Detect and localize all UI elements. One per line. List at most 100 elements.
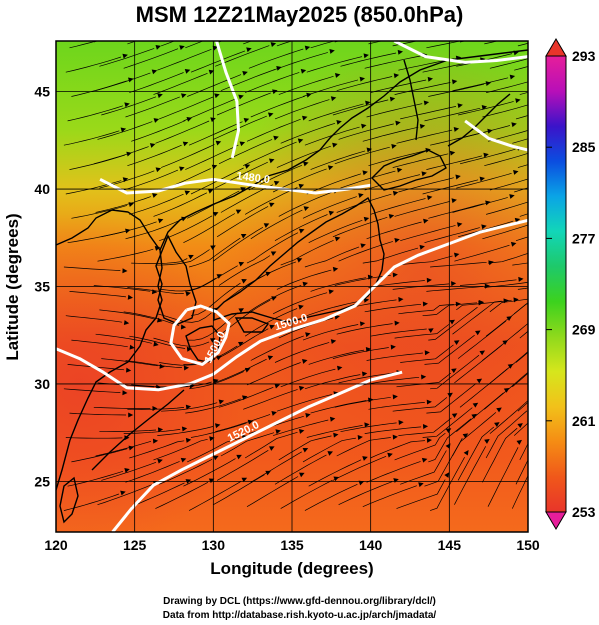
streamline [517, 164, 528, 168]
credit-drawing: Drawing by DCL (https://www.gfd-dennou.o… [163, 596, 436, 607]
streamline [364, 426, 422, 434]
streamline [482, 322, 528, 361]
streamline [482, 104, 528, 118]
streamline-arrow [214, 93, 220, 99]
streamline [276, 394, 332, 412]
streamline [161, 277, 216, 292]
streamline [190, 422, 247, 438]
streamline [338, 241, 394, 262]
streamline-arrow [302, 281, 308, 287]
streamline-arrow [267, 112, 274, 118]
streamline-arrow [150, 20, 156, 26]
streamline [398, 303, 454, 315]
streamline-arrow [426, 195, 433, 201]
streamline [332, 99, 389, 116]
streamline-arrow [515, 98, 521, 104]
streamline [362, 126, 419, 142]
streamline-arrow [363, 216, 370, 222]
streamline [489, 58, 528, 69]
streamline-arrow [129, 344, 135, 350]
streamline [482, 427, 518, 483]
streamline-arrow [421, 457, 428, 463]
streamline [332, 455, 387, 481]
streamline [336, 193, 392, 213]
streamline-arrow [510, 241, 517, 247]
streamline [485, 410, 528, 459]
streamline [310, 150, 366, 170]
streamline [302, 196, 357, 219]
streamline-arrow [455, 174, 461, 180]
streamline-arrow [183, 365, 189, 371]
streamline-arrow [298, 228, 305, 234]
streamline-arrow [392, 394, 398, 400]
streamline [185, 41, 204, 49]
streamline [484, 371, 528, 410]
streamline-arrow [299, 20, 305, 26]
streamline [93, 146, 149, 165]
y-axis-ticks: 25 30 35 40 45 [34, 84, 50, 490]
colorbar-ticks: 293 285 277 269 261 253 [546, 48, 596, 520]
streamline [213, 474, 265, 506]
streamline [244, 72, 300, 93]
streamline [487, 447, 519, 507]
streamline-arrow [394, 320, 400, 326]
streamline [131, 120, 186, 142]
streamline-arrow [451, 198, 457, 204]
streamline [482, 224, 528, 240]
streamline-arrow [125, 367, 132, 373]
y-axis-title: Latitude (degrees) [3, 213, 22, 360]
streamline-arrow [428, 328, 434, 334]
streamline-arrow [536, 386, 543, 393]
streamline [308, 349, 365, 365]
streamline-arrow [337, 365, 343, 371]
streamline [400, 225, 456, 242]
streamline [216, 92, 271, 116]
streamline [489, 298, 528, 313]
streamline [456, 299, 512, 311]
streamline-arrow [298, 183, 305, 189]
streamline [69, 291, 127, 298]
streamline [276, 269, 332, 290]
streamline [368, 150, 424, 167]
streamline-arrow [244, 164, 251, 169]
streamline [131, 258, 188, 264]
streamline-arrow [483, 152, 489, 158]
streamline-arrow [421, 374, 427, 380]
streamline [429, 457, 465, 511]
streamline-arrow [263, 223, 270, 228]
streamline-arrow [453, 126, 460, 132]
streamline-arrow [517, 25, 523, 31]
streamline-arrow [570, 293, 576, 299]
streamline [160, 41, 176, 47]
coastline-taiwan [59, 476, 79, 524]
streamline-arrow [123, 320, 130, 326]
streamline-arrow [183, 20, 189, 26]
streamline-arrow [451, 368, 457, 374]
streamline-arrow [418, 482, 424, 488]
streamline-arrow [270, 251, 277, 256]
streamline [370, 79, 427, 93]
streamline [97, 484, 152, 506]
streamline-arrow [305, 412, 311, 418]
streamline-arrow [157, 218, 164, 224]
streamline [336, 76, 393, 92]
streamline-arrow [185, 437, 192, 443]
colorbar-tick-label: 293 [572, 48, 596, 64]
streamline [332, 347, 389, 359]
streamline [336, 437, 391, 457]
streamline-arrow [509, 194, 515, 199]
streamline-arrow [445, 428, 452, 434]
streamline-arrow [516, 439, 522, 445]
streamline-arrow [444, 472, 450, 478]
streamline-arrow [463, 450, 469, 456]
streamline [489, 400, 528, 434]
coastline-kuril-islands [447, 93, 511, 147]
streamline [364, 55, 421, 69]
streamline-arrow [302, 358, 308, 364]
streamline [519, 442, 528, 461]
streamline-arrow [328, 210, 335, 216]
streamline [426, 383, 477, 414]
streamline [486, 81, 528, 93]
streamline-arrow [184, 190, 191, 196]
streamline [274, 342, 330, 363]
